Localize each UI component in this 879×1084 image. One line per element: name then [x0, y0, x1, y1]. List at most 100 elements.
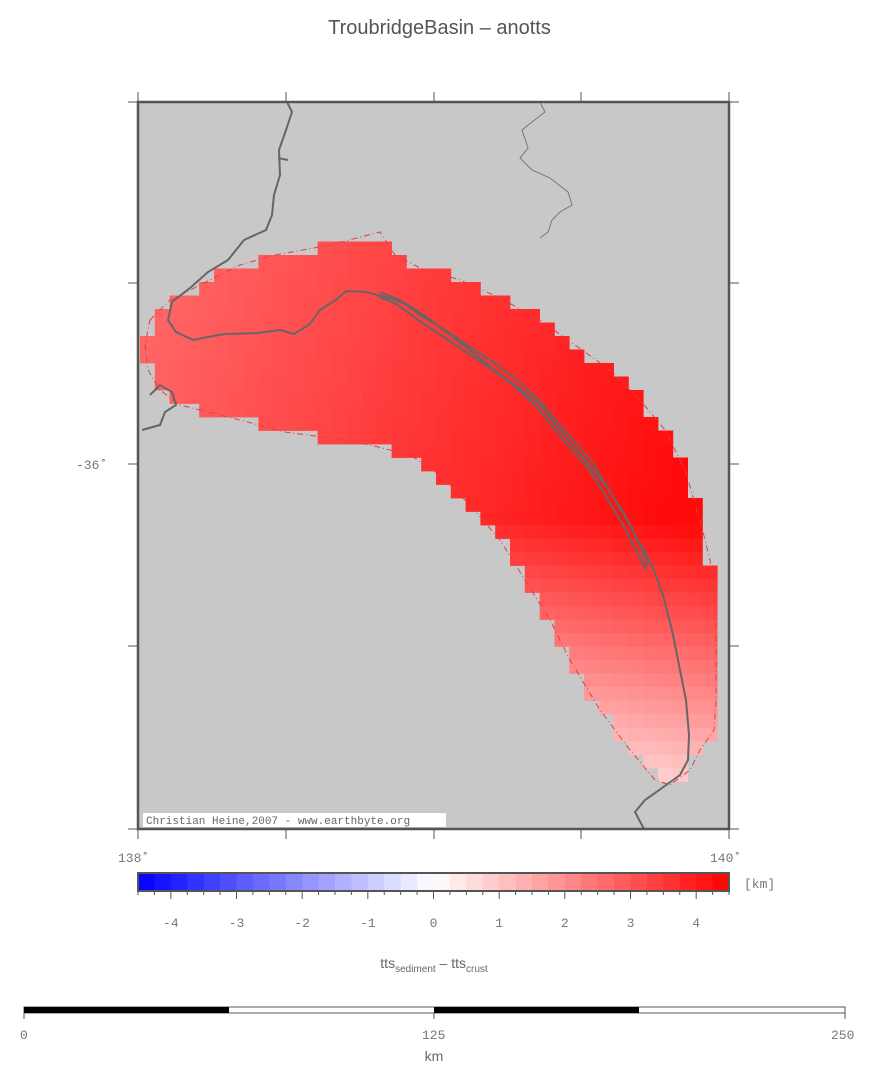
anomaly-cell: [288, 403, 304, 418]
anomaly-cell: [199, 282, 215, 296]
anomaly-cell: [273, 282, 289, 296]
anomaly-cell: [643, 471, 659, 485]
anomaly-cell: [302, 282, 318, 296]
anomaly-cell: [480, 376, 496, 391]
anomaly-cell: [436, 457, 452, 472]
anomaly-cell: [184, 376, 200, 391]
anomaly-cell: [524, 322, 540, 337]
anomaly-cell: [288, 336, 304, 350]
anomaly-cell: [539, 363, 555, 377]
anomaly-cell: [450, 403, 466, 418]
anomaly-cell: [672, 606, 688, 620]
anomaly-cell: [421, 322, 437, 337]
anomaly-cell: [332, 349, 348, 364]
anomaly-cell: [584, 633, 600, 647]
colorbar-swatch: [351, 873, 369, 891]
anomaly-cell: [199, 403, 215, 418]
anomaly-cell: [302, 295, 318, 310]
colorbar-swatch: [449, 873, 467, 891]
anomaly-cell: [302, 363, 318, 377]
anomaly-cell: [317, 349, 333, 364]
anomaly-cell: [450, 282, 466, 296]
anomaly-cell: [598, 673, 614, 688]
anomaly-cell: [376, 268, 392, 283]
anomaly-cell: [347, 430, 363, 445]
scale-tick-125: 125: [422, 1028, 445, 1043]
anomaly-cell: [243, 268, 259, 283]
anomaly-cell: [214, 336, 230, 350]
anomaly-cell: [687, 646, 703, 661]
anomaly-cell: [584, 619, 600, 634]
anomaly-cell: [613, 538, 629, 553]
anomaly-cell: [362, 363, 378, 377]
anomaly-cell: [273, 349, 289, 364]
anomaly-cell: [495, 484, 511, 499]
anomaly-cell: [228, 336, 244, 350]
anomaly-cell: [584, 552, 600, 566]
anomaly-cell: [480, 349, 496, 364]
anomaly-cell: [643, 727, 659, 742]
anomaly-cell: [376, 390, 392, 404]
anomaly-cell: [524, 579, 540, 593]
anomaly-cell: [613, 390, 629, 404]
anomaly-cell: [421, 282, 437, 296]
anomaly-cell: [524, 511, 540, 526]
anomaly-cell: [288, 363, 304, 377]
anomaly-cell: [584, 525, 600, 539]
anomaly-cell: [184, 322, 200, 337]
anomaly-cell: [539, 498, 555, 512]
anomaly-cell: [539, 457, 555, 472]
anomaly-cell: [450, 322, 466, 337]
anomaly-cell: [465, 417, 481, 431]
anomaly-cell: [672, 498, 688, 512]
anomaly-cell: [539, 417, 555, 431]
anomaly-cell: [480, 430, 496, 445]
anomaly-cell: [332, 363, 348, 377]
anomaly-cell: [658, 592, 674, 607]
anomaly-cell: [628, 430, 644, 445]
anomaly-cell: [288, 349, 304, 364]
anomaly-cell: [643, 700, 659, 715]
anomaly-cell: [376, 417, 392, 431]
anomaly-cell: [362, 322, 378, 337]
anomaly-cell: [687, 619, 703, 634]
anomaly-cell: [524, 457, 540, 472]
anomaly-cell: [228, 349, 244, 364]
anomaly-cell: [643, 660, 659, 674]
anomaly-cell: [539, 444, 555, 458]
anomaly-cell: [243, 295, 259, 310]
anomaly-cell: [317, 376, 333, 391]
anomaly-cell: [569, 619, 585, 634]
colorbar-swatch: [646, 873, 664, 891]
anomaly-cell: [643, 619, 659, 634]
anomaly-cell: [643, 687, 659, 701]
anomaly-cell: [391, 417, 407, 431]
anomaly-cell: [598, 565, 614, 580]
anomaly-cell: [658, 700, 674, 715]
anomaly-cell: [436, 309, 452, 323]
anomaly-cell: [643, 457, 659, 472]
anomaly-cell: [702, 714, 718, 728]
anomaly-cell: [613, 727, 629, 742]
anomaly-cell: [243, 349, 259, 364]
anomaly-cell: [643, 646, 659, 661]
colorbar-tick-labels: -4 -3 -2 -1 0 1 2 3 4: [163, 916, 700, 931]
anomaly-cell: [584, 484, 600, 499]
anomaly-cell: [584, 660, 600, 674]
anomaly-cell: [450, 417, 466, 431]
colorbar-label-sub2: crust: [466, 963, 488, 975]
anomaly-cell: [510, 511, 526, 526]
anomaly-cell: [169, 363, 185, 377]
anomaly-cell: [569, 525, 585, 539]
anomaly-cell: [347, 417, 363, 431]
anomaly-cell: [495, 322, 511, 337]
anomaly-cell: [524, 430, 540, 445]
anomaly-cell: [465, 390, 481, 404]
anomaly-cell: [347, 322, 363, 337]
anomaly-cell: [214, 295, 230, 310]
anomaly-cell: [554, 565, 570, 580]
anomaly-cell: [658, 430, 674, 445]
anomaly-cell: [421, 268, 437, 283]
anomaly-cell: [539, 430, 555, 445]
